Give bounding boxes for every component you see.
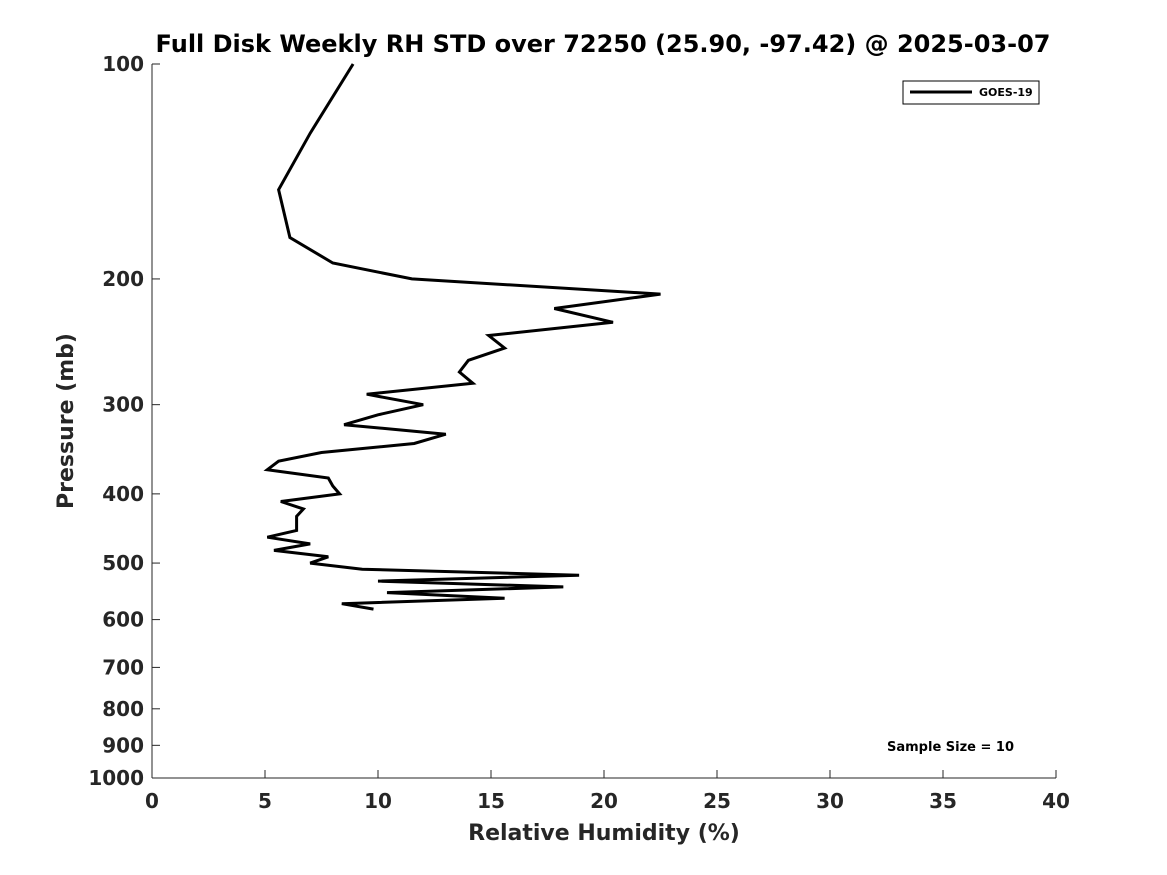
y-tick-label: 100 <box>102 52 144 76</box>
y-tick-label: 400 <box>102 482 144 506</box>
x-tick-label: 35 <box>929 789 957 813</box>
x-axis-ticks: 0 5 10 15 20 25 30 35 40 <box>145 770 1070 813</box>
legend: GOES-19 <box>902 80 1040 105</box>
x-axis-label: Relative Humidity (%) <box>468 821 740 846</box>
y-tick-label: 1000 <box>88 766 144 790</box>
sample-size-annotation: Sample Size = 10 <box>887 740 1014 755</box>
x-tick-label: 20 <box>590 789 618 813</box>
x-tick-label: 15 <box>477 789 505 813</box>
x-tick-label: 30 <box>816 789 844 813</box>
x-tick-label: 25 <box>703 789 731 813</box>
y-tick-label: 800 <box>102 697 144 721</box>
y-tick-label: 900 <box>102 733 144 757</box>
y-tick-label: 600 <box>102 608 144 632</box>
y-tick-label: 500 <box>102 551 144 575</box>
y-tick-label: 200 <box>102 267 144 291</box>
y-axis-label: Pressure (mb) <box>54 333 79 509</box>
y-tick-label: 300 <box>102 393 144 417</box>
x-tick-label: 40 <box>1042 789 1070 813</box>
x-tick-label: 5 <box>258 789 272 813</box>
x-tick-label: 0 <box>145 789 159 813</box>
y-axis-ticks: 100 200 300 400 500 600 700 800 900 1000 <box>88 52 160 790</box>
chart-title: Full Disk Weekly RH STD over 72250 (25.9… <box>156 30 1051 58</box>
y-tick-label: 700 <box>102 655 144 679</box>
legend-label-goes-19: GOES-19 <box>979 86 1033 99</box>
x-tick-label: 10 <box>364 789 392 813</box>
series-layer <box>263 63 661 611</box>
series-line-goes-19 <box>263 63 661 611</box>
